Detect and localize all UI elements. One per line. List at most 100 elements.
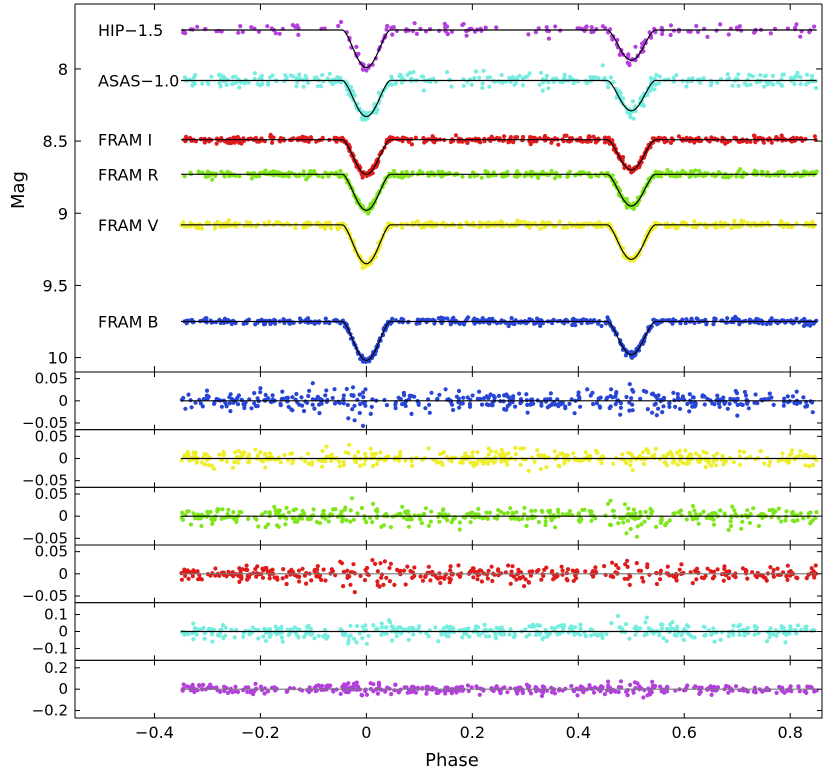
data-point bbox=[501, 174, 506, 179]
residual-point bbox=[625, 518, 631, 523]
data-point bbox=[680, 317, 685, 322]
data-point bbox=[234, 224, 239, 229]
residual-point bbox=[316, 633, 321, 639]
residual-point bbox=[589, 509, 594, 514]
residual-point bbox=[292, 516, 297, 521]
data-point bbox=[683, 321, 688, 326]
residual-point bbox=[179, 577, 184, 582]
residual-point bbox=[289, 407, 294, 412]
residual-point bbox=[753, 457, 758, 462]
residual-point bbox=[709, 514, 714, 520]
residual-point bbox=[508, 581, 513, 586]
residual-point bbox=[379, 632, 384, 637]
residual-point bbox=[332, 387, 337, 392]
residual-point bbox=[497, 626, 502, 631]
residual-point bbox=[628, 463, 633, 468]
data-point bbox=[557, 219, 563, 224]
residual-point bbox=[721, 462, 726, 467]
residual-point bbox=[392, 582, 397, 588]
residual-point bbox=[232, 450, 238, 455]
residual-point bbox=[396, 395, 401, 400]
residual-points-0 bbox=[179, 381, 815, 428]
residual-point bbox=[518, 462, 523, 467]
residual-point bbox=[219, 516, 224, 522]
data-point bbox=[458, 222, 463, 227]
residual-point bbox=[796, 453, 802, 458]
data-point bbox=[544, 25, 549, 30]
data-point bbox=[792, 76, 797, 81]
data-point bbox=[797, 320, 802, 325]
residual-point bbox=[410, 463, 415, 468]
data-point bbox=[560, 80, 565, 85]
residual-point bbox=[246, 516, 251, 522]
residual-point bbox=[619, 457, 624, 462]
residual-point bbox=[283, 522, 288, 527]
data-point bbox=[471, 220, 476, 226]
residual-point bbox=[384, 403, 389, 408]
data-point bbox=[287, 321, 292, 326]
residual-point bbox=[341, 393, 346, 398]
data-point bbox=[770, 82, 775, 87]
residual-point bbox=[341, 463, 346, 468]
residual-point bbox=[722, 401, 727, 406]
residual-point bbox=[219, 404, 224, 409]
data-point bbox=[541, 80, 546, 85]
residual-point bbox=[370, 520, 375, 525]
residual-point bbox=[618, 401, 624, 406]
residual-point bbox=[388, 561, 393, 566]
data-point bbox=[237, 85, 242, 90]
data-point bbox=[422, 140, 427, 145]
residual-point bbox=[527, 624, 532, 629]
residual-point bbox=[727, 401, 732, 406]
data-point bbox=[752, 136, 758, 142]
residual-point bbox=[809, 628, 814, 633]
residual-point bbox=[668, 622, 673, 627]
data-point bbox=[399, 74, 404, 79]
residual-point bbox=[457, 527, 462, 532]
residual-point bbox=[420, 578, 426, 583]
data-point bbox=[295, 23, 300, 28]
residual-point bbox=[325, 634, 330, 639]
residual-point bbox=[654, 413, 659, 418]
data-point bbox=[659, 25, 664, 31]
residual-point bbox=[350, 407, 355, 412]
data-point bbox=[468, 173, 473, 179]
data-point bbox=[271, 135, 276, 140]
residual-point bbox=[645, 448, 651, 453]
data-point bbox=[736, 83, 741, 88]
residual-point bbox=[593, 565, 598, 570]
residual-point bbox=[357, 463, 363, 468]
data-point bbox=[335, 75, 340, 80]
data-point bbox=[803, 136, 808, 142]
data-point bbox=[212, 226, 217, 231]
residual-point bbox=[557, 631, 562, 636]
data-point bbox=[650, 136, 655, 141]
residual-point bbox=[624, 394, 629, 400]
residual-point bbox=[525, 402, 530, 407]
residual-point bbox=[276, 524, 281, 529]
data-point bbox=[711, 322, 716, 327]
residual-point bbox=[456, 388, 462, 394]
data-point bbox=[600, 63, 605, 68]
residual-point bbox=[642, 457, 647, 462]
data-point bbox=[709, 135, 714, 140]
data-point bbox=[210, 177, 215, 182]
data-point bbox=[182, 224, 188, 229]
residual-point bbox=[673, 404, 678, 409]
residual-point bbox=[323, 393, 328, 398]
data-point bbox=[785, 318, 790, 323]
data-point bbox=[214, 141, 219, 146]
data-point bbox=[720, 135, 725, 140]
data-point bbox=[391, 168, 397, 174]
data-point bbox=[273, 31, 278, 36]
residual-point bbox=[689, 452, 694, 457]
residual-point bbox=[202, 462, 207, 467]
data-point bbox=[546, 86, 551, 91]
residual-point bbox=[718, 637, 723, 643]
data-point bbox=[721, 174, 726, 180]
residual-point bbox=[814, 509, 819, 515]
residual-point bbox=[312, 406, 317, 411]
residual-point bbox=[630, 408, 635, 413]
data-point bbox=[754, 316, 759, 322]
residual-point bbox=[213, 566, 218, 571]
